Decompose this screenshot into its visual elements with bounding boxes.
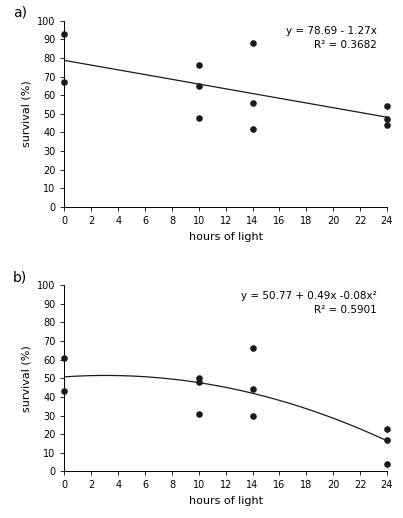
Point <box>195 113 202 122</box>
Point <box>384 460 390 468</box>
Point <box>195 410 202 418</box>
X-axis label: hours of light: hours of light <box>189 496 263 506</box>
Point <box>249 98 256 107</box>
Point <box>61 78 68 87</box>
Point <box>249 411 256 420</box>
Point <box>384 424 390 433</box>
Point <box>195 378 202 386</box>
Text: b): b) <box>13 270 27 284</box>
Point <box>61 387 68 395</box>
Text: a): a) <box>13 6 27 20</box>
Point <box>195 374 202 382</box>
Point <box>249 125 256 133</box>
X-axis label: hours of light: hours of light <box>189 232 263 241</box>
Point <box>384 102 390 110</box>
Point <box>195 82 202 90</box>
Point <box>61 354 68 362</box>
Point <box>249 39 256 47</box>
Y-axis label: survival (%): survival (%) <box>21 345 31 412</box>
Point <box>249 385 256 394</box>
Point <box>384 121 390 129</box>
Text: y = 50.77 + 0.49x -0.08x²
R² = 0.5901: y = 50.77 + 0.49x -0.08x² R² = 0.5901 <box>241 291 377 315</box>
Point <box>384 436 390 444</box>
Point <box>249 344 256 353</box>
Point <box>384 116 390 124</box>
Y-axis label: survival (%): survival (%) <box>21 80 31 147</box>
Point <box>61 30 68 38</box>
Text: y = 78.69 - 1.27x
R² = 0.3682: y = 78.69 - 1.27x R² = 0.3682 <box>287 26 377 50</box>
Point <box>195 61 202 69</box>
